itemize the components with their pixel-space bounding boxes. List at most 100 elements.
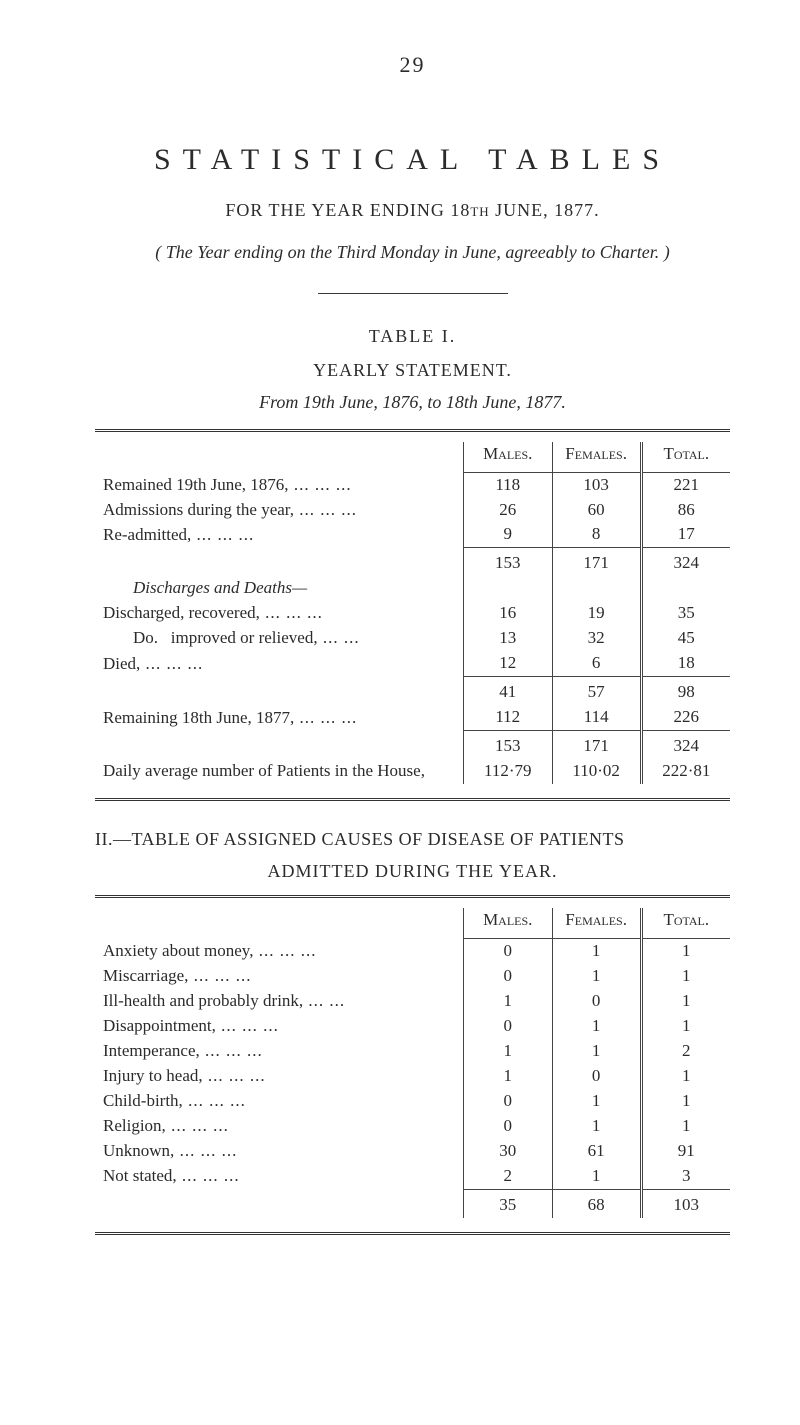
table-row: Died, 12 6 18 bbox=[95, 651, 730, 676]
cell: 118 bbox=[463, 472, 552, 497]
table1-label: TABLE I. bbox=[95, 324, 730, 348]
cell: 2 bbox=[641, 1039, 730, 1064]
cell: 68 bbox=[552, 1189, 641, 1217]
cell: 30 bbox=[463, 1139, 552, 1164]
cell: 45 bbox=[641, 626, 730, 651]
cell: 57 bbox=[552, 677, 641, 705]
cell: 17 bbox=[641, 522, 730, 547]
table-row: Injury to head, 1 0 1 bbox=[95, 1064, 730, 1089]
cell: 153 bbox=[463, 730, 552, 758]
totals-row: 35 68 103 bbox=[95, 1189, 730, 1217]
col-females: Females. bbox=[552, 442, 641, 472]
cell: 1 bbox=[641, 1064, 730, 1089]
cell: 0 bbox=[463, 1089, 552, 1114]
table2-bottom-rule bbox=[95, 1232, 730, 1235]
cell: 112·79 bbox=[463, 759, 552, 784]
cell: 1 bbox=[641, 964, 730, 989]
cell: 103 bbox=[552, 472, 641, 497]
row-label: Ill-health and probably drink, bbox=[103, 991, 303, 1010]
cell: 1 bbox=[552, 1114, 641, 1139]
row-label: Child-birth, bbox=[103, 1091, 183, 1110]
table2: Males. Females. Total. Anxiety about mon… bbox=[95, 908, 730, 1217]
cell: 1 bbox=[463, 1064, 552, 1089]
table1-caption: YEARLY STATEMENT. bbox=[95, 358, 730, 382]
cell: 103 bbox=[641, 1189, 730, 1217]
col-total: Total. bbox=[641, 908, 730, 938]
table-row: Not stated, 2 1 3 bbox=[95, 1164, 730, 1189]
table2-title: II.—TABLE OF ASSIGNED CAUSES OF DISEASE … bbox=[95, 827, 730, 851]
cell: 324 bbox=[641, 730, 730, 758]
row-label: Discharged, recovered, bbox=[103, 603, 260, 622]
row-label: Disappointment, bbox=[103, 1016, 216, 1035]
table-row: Admissions during the year, 26 60 86 bbox=[95, 498, 730, 523]
cell: 1 bbox=[641, 1089, 730, 1114]
row-label: Remaining 18th June, 1877, bbox=[103, 708, 294, 727]
table-row: Discharged, recovered, 16 19 35 bbox=[95, 601, 730, 626]
cell: 112 bbox=[463, 705, 552, 730]
cell: 1 bbox=[463, 989, 552, 1014]
row-label: Admissions during the year, bbox=[103, 500, 294, 519]
table-row: Unknown, 30 61 91 bbox=[95, 1139, 730, 1164]
page-number: 29 bbox=[95, 50, 730, 80]
cell: 226 bbox=[641, 705, 730, 730]
cell: 114 bbox=[552, 705, 641, 730]
subtotal-row: 41 57 98 bbox=[95, 677, 730, 705]
cell: 221 bbox=[641, 472, 730, 497]
table-row: Anxiety about money, 0 1 1 bbox=[95, 939, 730, 964]
table2-top-rule bbox=[95, 895, 730, 898]
col-males: Males. bbox=[463, 442, 552, 472]
cell: 1 bbox=[641, 1014, 730, 1039]
cell: 110·02 bbox=[552, 759, 641, 784]
table1-bottom-rule bbox=[95, 798, 730, 801]
cell: 60 bbox=[552, 498, 641, 523]
cell: 98 bbox=[641, 677, 730, 705]
cell: 86 bbox=[641, 498, 730, 523]
cell: 35 bbox=[641, 601, 730, 626]
cell: 1 bbox=[552, 1014, 641, 1039]
subtotal-row: 153 171 324 bbox=[95, 548, 730, 576]
row-label: Daily average number of Patients in the … bbox=[103, 761, 425, 780]
cell: 3 bbox=[641, 1164, 730, 1189]
row-label: Anxiety about money, bbox=[103, 941, 253, 960]
charter-line: ( The Year ending on the Third Monday in… bbox=[95, 240, 730, 264]
cell: 0 bbox=[552, 1064, 641, 1089]
row-label: Injury to head, bbox=[103, 1066, 203, 1085]
cell: 171 bbox=[552, 730, 641, 758]
divider bbox=[318, 293, 508, 294]
cell: 41 bbox=[463, 677, 552, 705]
cell: 26 bbox=[463, 498, 552, 523]
discharges-heading: Discharges and Deaths— bbox=[103, 577, 307, 600]
cell: 222·81 bbox=[641, 759, 730, 784]
table-row: Remaining 18th June, 1877, 112 114 226 bbox=[95, 705, 730, 730]
cell: 6 bbox=[552, 651, 641, 676]
table1: Males. Females. Total. Remained 19th Jun… bbox=[95, 442, 730, 784]
cell: 1 bbox=[552, 964, 641, 989]
col-males: Males. bbox=[463, 908, 552, 938]
table-row: Remained 19th June, 1876, 118 103 221 bbox=[95, 472, 730, 497]
cell: 2 bbox=[463, 1164, 552, 1189]
cell: 1 bbox=[552, 1089, 641, 1114]
cell: 153 bbox=[463, 548, 552, 576]
discharges-heading-row: Discharges and Deaths— bbox=[95, 576, 730, 601]
table1-top-rule bbox=[95, 429, 730, 432]
cell: 18 bbox=[641, 651, 730, 676]
table1-fromline: From 19th June, 1876, to 18th June, 1877… bbox=[95, 390, 730, 414]
cell: 0 bbox=[463, 939, 552, 964]
row-prefix: Do. bbox=[103, 627, 158, 650]
cell: 1 bbox=[641, 939, 730, 964]
col-total: Total. bbox=[641, 442, 730, 472]
row-label: improved or relieved, bbox=[171, 628, 318, 647]
row-label: Unknown, bbox=[103, 1141, 174, 1160]
cell: 1 bbox=[552, 1164, 641, 1189]
cell: 0 bbox=[463, 964, 552, 989]
cell: 171 bbox=[552, 548, 641, 576]
cell: 35 bbox=[463, 1189, 552, 1217]
row-label: Miscarriage, bbox=[103, 966, 188, 985]
subtitle: FOR THE YEAR ENDING 18th JUNE, 1877. bbox=[95, 198, 730, 222]
table2-subtitle: ADMITTED DURING THE YEAR. bbox=[95, 859, 730, 883]
table-row: Do. improved or relieved, 13 32 45 bbox=[95, 626, 730, 651]
col-females: Females. bbox=[552, 908, 641, 938]
final-row: 153 171 324 bbox=[95, 730, 730, 758]
cell: 0 bbox=[463, 1114, 552, 1139]
cell: 0 bbox=[463, 1014, 552, 1039]
